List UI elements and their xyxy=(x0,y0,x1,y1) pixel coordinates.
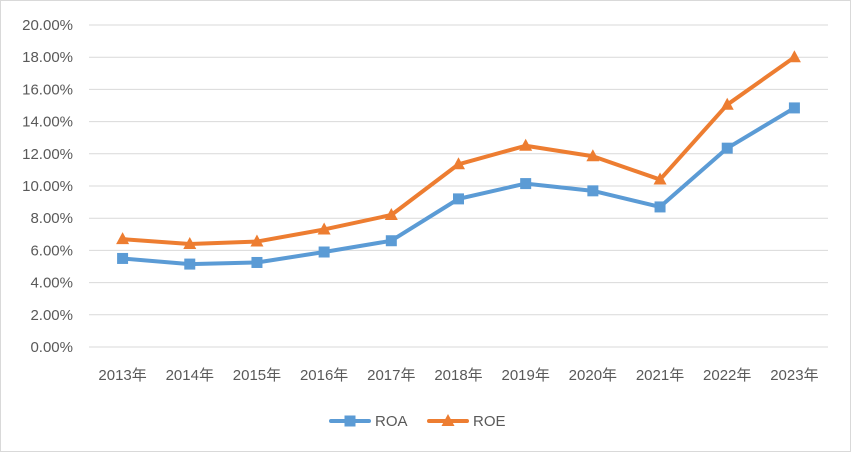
y-axis: 0.00% 2.00% 4.00% 6.00% 8.00% 10.00% 12.00% 14.… xyxy=(22,17,73,356)
y-tick-label: 0.00% xyxy=(30,339,73,356)
y-tick-label: 16.00% xyxy=(22,81,73,98)
data-point-roe xyxy=(183,236,197,249)
y-tick-label: 12.00% xyxy=(22,146,73,163)
data-point-roa xyxy=(251,256,263,268)
data-point-roe xyxy=(452,157,465,170)
y-tick-label: 18.00% xyxy=(22,49,73,66)
x-axis: 2013年 2014年 2015年 2016年 2017年 2018年 2019年 2020年… xyxy=(98,367,818,384)
data-point-roa xyxy=(654,201,666,213)
x-tick-label: 2023年 xyxy=(770,367,818,384)
x-tick-label: 2020年 xyxy=(569,367,617,384)
y-tick-label: 10.00% xyxy=(22,178,73,195)
data-point-roe xyxy=(317,222,331,235)
data-point-roe xyxy=(586,149,600,162)
data-point-roe xyxy=(653,172,667,185)
data-point-roe xyxy=(116,232,130,245)
legend-label: ROE xyxy=(473,413,506,430)
data-point-roe xyxy=(384,207,398,220)
data-point-roa xyxy=(318,246,330,258)
data-point-roe xyxy=(787,50,801,63)
x-tick-label: 2022年 xyxy=(703,367,751,384)
data-point-roa xyxy=(587,185,599,197)
series-line-roe xyxy=(120,55,797,246)
x-tick-label: 2021年 xyxy=(636,367,684,384)
data-point-roa xyxy=(117,252,129,264)
data-point-roa xyxy=(520,178,532,190)
data-point-roa xyxy=(721,142,733,154)
y-tick-label: 6.00% xyxy=(30,242,73,259)
legend-marker xyxy=(441,414,455,426)
x-tick-label: 2013年 xyxy=(98,367,146,384)
data-point-roe xyxy=(519,138,533,151)
data-point-roa xyxy=(385,235,397,247)
legend-item-roa: ROA xyxy=(329,413,408,430)
x-tick-label: 2018年 xyxy=(434,367,482,384)
y-tick-label: 4.00% xyxy=(30,275,73,292)
y-tick-label: 20.00% xyxy=(22,17,73,34)
legend-label: ROA xyxy=(375,413,408,430)
x-tick-label: 2015年 xyxy=(233,367,281,384)
series-layer xyxy=(116,50,801,270)
series-roa xyxy=(117,102,800,270)
y-tick-label: 14.00% xyxy=(22,114,73,131)
legend-item-roe: ROE xyxy=(427,413,506,430)
data-point-roe xyxy=(250,234,264,247)
data-point-roa xyxy=(453,193,464,205)
y-tick-label: 2.00% xyxy=(30,307,73,324)
y-tick-label: 8.00% xyxy=(30,210,73,227)
x-tick-label: 2016年 xyxy=(300,367,348,384)
legend: ROA ROE xyxy=(329,413,506,430)
legend-marker xyxy=(344,415,356,427)
gridlines xyxy=(89,24,828,348)
series-roe xyxy=(116,50,801,249)
data-point-roa xyxy=(184,258,196,270)
data-point-roa xyxy=(788,102,800,114)
x-tick-label: 2017年 xyxy=(367,367,415,384)
data-point-roe xyxy=(720,97,734,110)
x-tick-label: 2019年 xyxy=(501,367,549,384)
x-tick-label: 2014年 xyxy=(166,367,214,384)
